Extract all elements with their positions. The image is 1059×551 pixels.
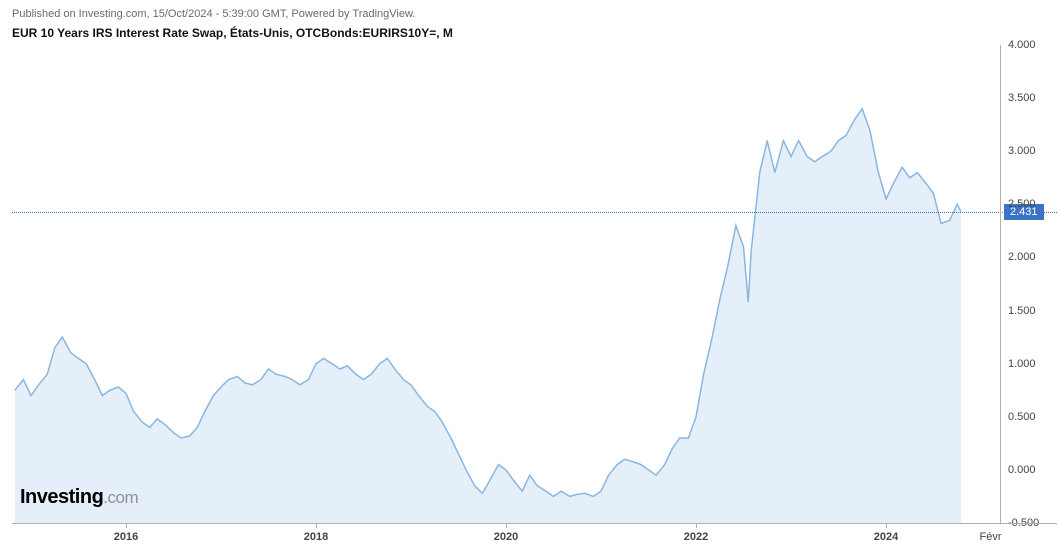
y-axis: 4.0003.5003.0002.5002.0001.5001.0000.500… bbox=[1000, 45, 1059, 523]
x-tick-label: 2016 bbox=[114, 531, 138, 543]
x-tick-mark bbox=[506, 523, 507, 528]
y-tick-label: 0.500 bbox=[1008, 411, 1036, 423]
watermark-logo: Investing.com bbox=[20, 486, 138, 509]
last-price-line bbox=[12, 212, 1057, 213]
x-tick-mark bbox=[316, 523, 317, 528]
chart-title: EUR 10 Years IRS Interest Rate Swap, Éta… bbox=[12, 26, 453, 40]
x-tick-label: 2024 bbox=[874, 531, 898, 543]
chart-container: Published on Investing.com, 15/Oct/2024 … bbox=[0, 0, 1059, 551]
y-tick-label: 2.000 bbox=[1008, 251, 1036, 263]
y-tick-label: 2.500 bbox=[1008, 198, 1036, 210]
chart-header: Published on Investing.com, 15/Oct/2024 … bbox=[12, 8, 453, 40]
x-tick-label: 2022 bbox=[684, 531, 708, 543]
y-tick-label: 1.500 bbox=[1008, 305, 1036, 317]
x-axis-line bbox=[12, 523, 1057, 524]
y-tick-label: 3.500 bbox=[1008, 92, 1036, 104]
y-tick-label: 0.000 bbox=[1008, 464, 1036, 476]
plot-area[interactable] bbox=[12, 45, 1000, 523]
y-axis-line bbox=[1000, 45, 1001, 523]
y-tick-label: 4.000 bbox=[1008, 39, 1036, 51]
y-tick-label: 3.000 bbox=[1008, 145, 1036, 157]
x-tick-mark bbox=[886, 523, 887, 528]
x-tick-mark bbox=[696, 523, 697, 528]
published-line: Published on Investing.com, 15/Oct/2024 … bbox=[12, 8, 453, 20]
x-tick-label: 2020 bbox=[494, 531, 518, 543]
watermark-brand: Investing bbox=[20, 486, 103, 508]
x-tick-mark bbox=[126, 523, 127, 528]
x-tick-label: 2018 bbox=[304, 531, 328, 543]
x-tick-extra: Févr bbox=[980, 531, 1002, 543]
y-tick-label: 1.000 bbox=[1008, 358, 1036, 370]
chart-svg bbox=[12, 45, 1000, 523]
watermark-suffix: .com bbox=[103, 488, 138, 507]
